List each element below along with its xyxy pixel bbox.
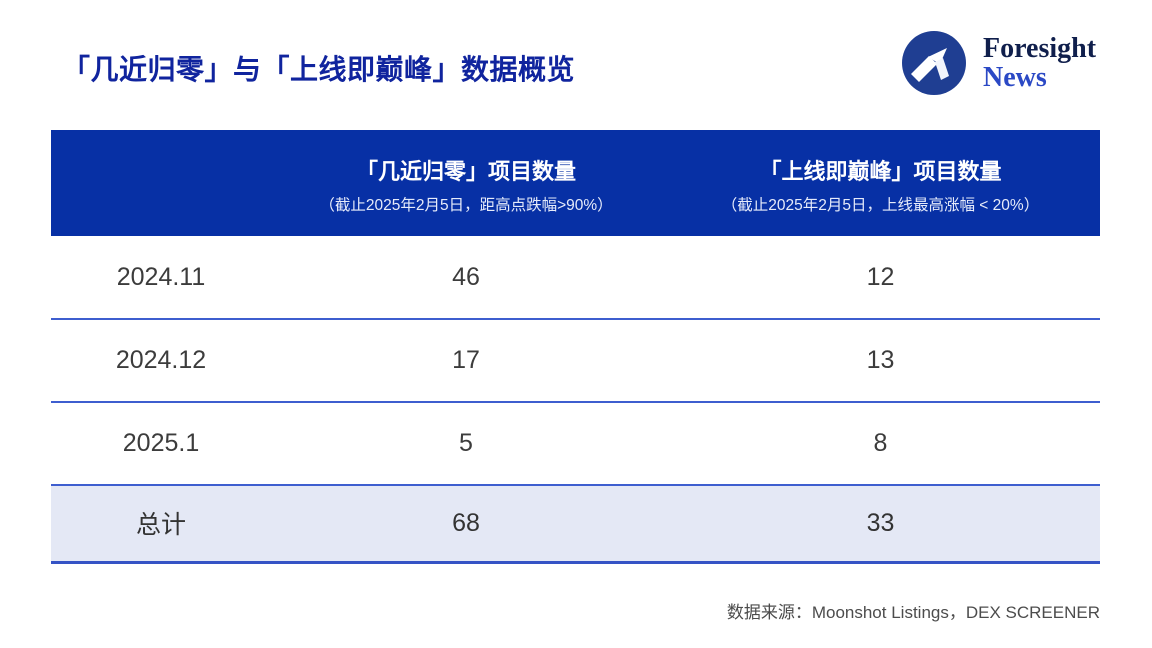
- table-row: 2024.12 17 13: [51, 319, 1100, 403]
- peak-cell: 13: [661, 319, 1100, 403]
- total-peak-cell: 33: [661, 484, 1100, 564]
- table-row: 2024.11 46 12: [51, 236, 1100, 320]
- peak-cell: 8: [661, 402, 1100, 486]
- col-header-near-zero: 「几近归零」项目数量 （截止2025年2月5日，距高点跌幅>90%）: [271, 130, 661, 236]
- col-header-near-zero-sublabel: （截止2025年2月5日，距高点跌幅>90%）: [319, 196, 613, 214]
- logo-line1: Foresight: [983, 32, 1097, 64]
- near-zero-cell: 5: [271, 402, 661, 486]
- foresight-logo-icon: [902, 31, 966, 95]
- table-header: 「几近归零」项目数量 （截止2025年2月5日，距高点跌幅>90%） 「上线即巅…: [51, 130, 1100, 236]
- period-cell: 2024.11: [51, 236, 271, 320]
- col-header-near-zero-label: 「几近归零」项目数量: [355, 159, 576, 185]
- col-header-peak-label: 「上线即巅峰」项目数量: [759, 159, 1002, 185]
- peak-cell: 12: [661, 236, 1100, 320]
- period-cell: 2024.12: [51, 319, 271, 403]
- logo-line2: News: [983, 62, 1047, 93]
- near-zero-cell: 17: [271, 319, 661, 403]
- table-body: 2024.11 46 12 2024.12 17 13 2025.1 5 8 总…: [51, 236, 1100, 564]
- page-title: 「几近归零」与「上线即巅峰」数据概览: [62, 54, 576, 85]
- foresight-logo-text: Foresight News: [983, 34, 1096, 92]
- col-header-peak: 「上线即巅峰」项目数量 （截止2025年2月5日，上线最高涨幅 < 20%）: [661, 130, 1100, 236]
- total-label-cell: 总计: [51, 484, 271, 564]
- period-cell: 2025.1: [51, 402, 271, 486]
- table-total-row: 总计 68 33: [51, 484, 1100, 564]
- foresight-logo: Foresight News: [902, 31, 1096, 95]
- col-header-peak-sublabel: （截止2025年2月5日，上线最高涨幅 < 20%）: [721, 196, 1040, 214]
- table-row: 2025.1 5 8: [51, 402, 1100, 486]
- total-near-zero-cell: 68: [271, 484, 661, 564]
- near-zero-cell: 46: [271, 236, 661, 320]
- table-header-row: 「几近归零」项目数量 （截止2025年2月5日，距高点跌幅>90%） 「上线即巅…: [51, 130, 1100, 236]
- data-source: 数据来源：Moonshot Listings，DEX SCREENER: [726, 603, 1100, 622]
- data-table: 「几近归零」项目数量 （截止2025年2月5日，距高点跌幅>90%） 「上线即巅…: [51, 130, 1100, 564]
- col-header-period: [51, 130, 271, 236]
